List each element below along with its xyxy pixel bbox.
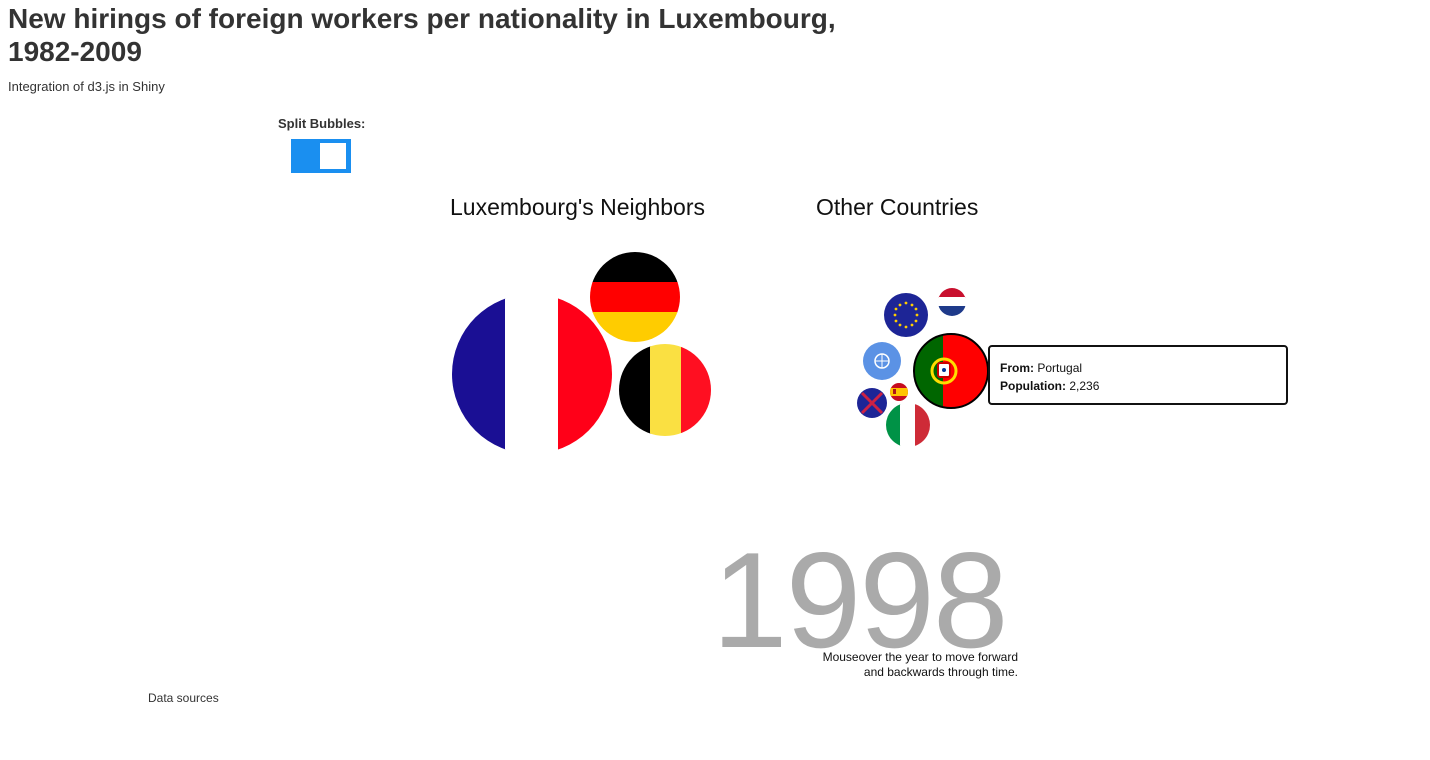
split-bubbles-toggle[interactable] — [291, 139, 351, 173]
tooltip-from-label: From: — [1000, 361, 1034, 375]
netherlands-flag-icon[interactable] — [938, 288, 966, 316]
eu-flag-icon[interactable] — [884, 293, 928, 337]
france-flag-icon[interactable] — [452, 294, 612, 454]
year-hint-line-2: and backwards through time. — [863, 665, 1018, 679]
year-hint: Mouseover the year to move forward and b… — [770, 650, 1018, 680]
italy-flag-icon[interactable] — [886, 403, 930, 447]
un-flag-icon[interactable] — [863, 342, 901, 380]
tooltip-population-value: 2,236 — [1069, 379, 1100, 393]
data-sources-link[interactable]: Data sources — [148, 691, 219, 705]
tooltip-from-value: Portugal — [1037, 361, 1083, 375]
germany-flag-icon[interactable] — [590, 252, 680, 343]
page-subtitle: Integration of d3.js in Shiny — [8, 79, 165, 94]
toggle-knob[interactable] — [320, 143, 346, 169]
tooltip-from-row: From: Portugal — [1000, 359, 1276, 377]
page-title: New hirings of foreign workers per natio… — [8, 3, 836, 67]
others-group-title: Other Countries — [816, 194, 979, 220]
split-bubbles-label: Split Bubbles: — [278, 116, 366, 131]
tooltip-population-row: Population: 2,236 — [1000, 377, 1276, 395]
year-display[interactable]: 1998 — [712, 524, 1009, 676]
tooltip-population-label: Population: — [1000, 379, 1066, 393]
stateless-flag-icon[interactable] — [857, 388, 887, 418]
spain-flag-icon[interactable] — [890, 383, 908, 401]
neighbors-group-title: Luxembourg's Neighbors — [450, 194, 705, 220]
country-tooltip: From: Portugal Population: 2,236 — [988, 345, 1288, 405]
belgium-flag-icon[interactable] — [619, 344, 713, 436]
year-hint-line-1: Mouseover the year to move forward — [822, 650, 1018, 664]
